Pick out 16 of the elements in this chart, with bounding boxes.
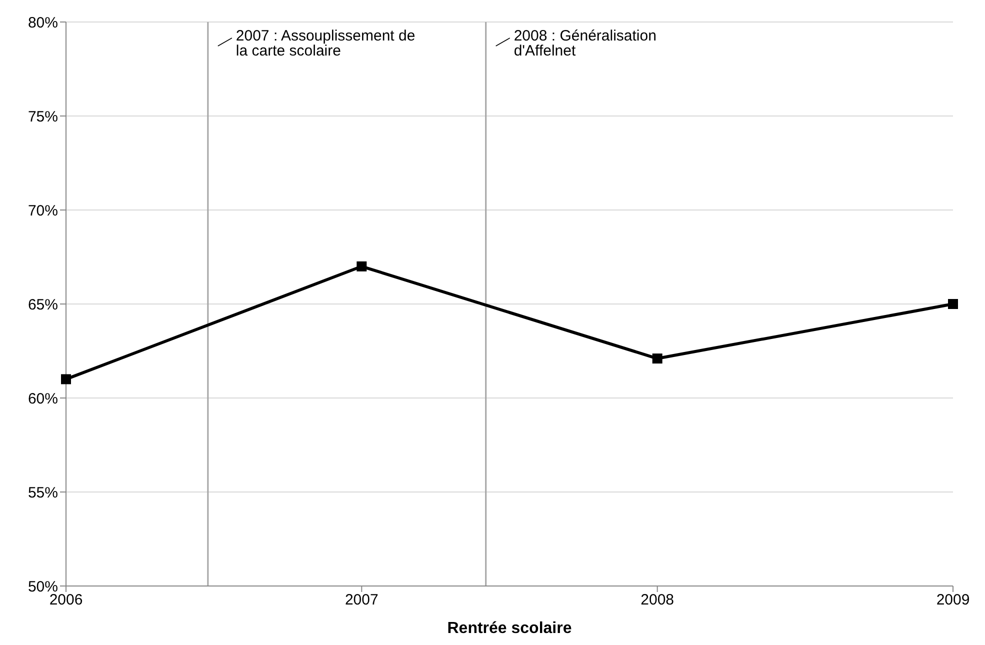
y-tick-label: 80% <box>28 14 58 32</box>
point <box>61 374 71 384</box>
ref-line-label: 2007 : Assouplissement de la carte scolaire <box>236 28 416 60</box>
ref-line-label: 2008 : Généralisation d'Affelnet <box>514 28 656 60</box>
y-tick-label: 55% <box>28 484 58 502</box>
point <box>356 261 367 272</box>
y-tick-label: 70% <box>28 202 58 220</box>
x-tick-label: 2009 <box>936 592 970 609</box>
point <box>948 299 958 309</box>
y-tick-label: 75% <box>28 108 58 126</box>
x-tick-label: 2007 <box>344 592 378 609</box>
x-axis-title: Rentrée scolaire <box>447 620 572 637</box>
y-tick-label: 60% <box>28 390 58 408</box>
x-tick-label: 2008 <box>640 592 674 609</box>
point <box>652 354 662 364</box>
y-tick-label: 65% <box>28 296 58 314</box>
